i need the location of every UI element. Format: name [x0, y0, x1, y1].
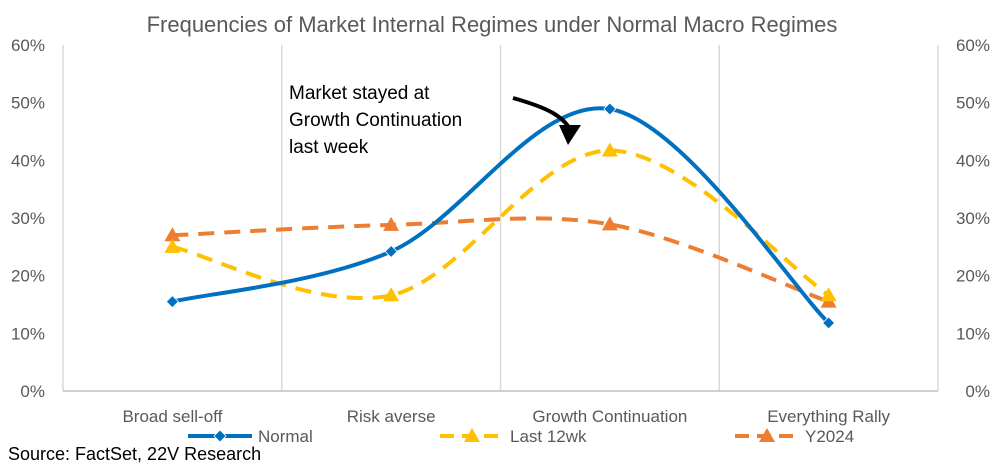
legend: Normal Last 12wk Y2024 — [188, 427, 854, 446]
x-tick-label: Everything Rally — [767, 407, 890, 426]
data-point-y2024 — [601, 216, 618, 231]
grid-lines — [62, 45, 939, 391]
y-tick-right-label: 50% — [956, 94, 990, 113]
y-tick-left-label: 30% — [11, 209, 45, 228]
data-point-y2024 — [383, 216, 400, 231]
y-tick-left-label: 20% — [11, 267, 45, 286]
y-tick-left-label: 60% — [11, 36, 45, 55]
y-tick-right-label: 10% — [956, 324, 990, 343]
annotation-line-2: Growth Continuation — [289, 110, 462, 131]
data-point-last-12wk — [820, 287, 837, 302]
x-tick-label: Risk averse — [347, 407, 436, 426]
x-axis: Broad sell-off Risk averse Growth Continua… — [122, 407, 890, 426]
data-point-normal — [822, 316, 836, 330]
y-tick-left-label: 40% — [11, 151, 45, 170]
y-axis-left: 0% 10% 20% 30% 40% 50% 60% — [11, 36, 45, 401]
x-tick-label: Broad sell-off — [122, 407, 222, 426]
series-line-y2024 — [172, 216, 830, 304]
data-point-last-12wk — [601, 142, 618, 157]
legend-label: Y2024 — [805, 427, 854, 446]
legend-label: Normal — [258, 427, 313, 446]
data-point-last-12wk — [383, 287, 400, 302]
y-tick-right-label: 60% — [956, 36, 990, 55]
data-point-last-12wk — [164, 238, 181, 253]
chart-title: Frequencies of Market Internal Regimes u… — [147, 12, 838, 37]
y-axis-right: 0% 10% 20% 30% 40% 50% 60% — [956, 36, 990, 401]
annotation: Market stayed at Growth Continuation las… — [289, 83, 581, 158]
y-tick-left-label: 10% — [11, 324, 45, 343]
y-tick-right-label: 20% — [956, 267, 990, 286]
legend-label: Last 12wk — [510, 427, 587, 446]
legend-swatch-marker — [213, 429, 227, 443]
data-point-normal — [165, 295, 179, 309]
legend-swatch-marker — [464, 428, 480, 442]
legend-swatch-marker — [759, 428, 775, 442]
series-line-normal — [171, 106, 831, 325]
annotation-line-1: Market stayed at — [289, 83, 430, 104]
y-tick-left-label: 50% — [11, 94, 45, 113]
annotation-arrowhead — [559, 125, 581, 145]
y-tick-right-label: 0% — [965, 382, 990, 401]
annotation-line-3: last week — [289, 137, 369, 158]
y-tick-right-label: 30% — [956, 209, 990, 228]
data-point-y2024 — [164, 227, 181, 242]
data-point-normal — [603, 102, 617, 116]
markers-layer — [164, 102, 837, 330]
y-tick-right-label: 40% — [956, 151, 990, 170]
source-note: Source: FactSet, 22V Research — [8, 444, 261, 464]
data-point-normal — [384, 244, 398, 259]
x-tick-label: Growth Continuation — [532, 407, 687, 426]
y-tick-left-label: 0% — [20, 382, 45, 401]
series-layer — [171, 106, 831, 325]
